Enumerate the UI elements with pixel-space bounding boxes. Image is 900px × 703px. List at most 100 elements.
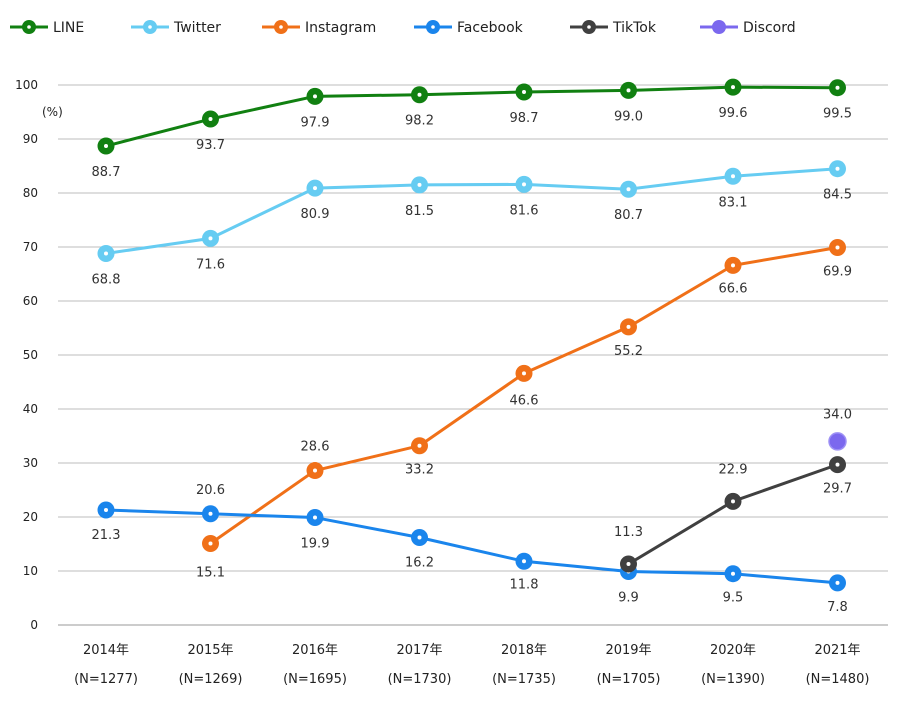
data-point-center-facebook [522, 559, 526, 564]
data-label-line: 93.7 [196, 138, 225, 153]
x-tick-sublabel: (N=1480) [806, 672, 870, 687]
y-tick-label: 100 [15, 78, 38, 92]
data-point-center-twitter [208, 236, 213, 241]
data-point-center-instagram [522, 371, 526, 376]
data-point-center-line [835, 85, 840, 90]
y-axis-unit-label: (%) [42, 105, 63, 119]
data-point-center-tiktok [731, 499, 735, 504]
data-label-instagram: 28.6 [301, 440, 330, 455]
data-label-facebook: 11.8 [510, 577, 539, 592]
data-point-center-facebook [208, 511, 213, 516]
y-tick-label: 40 [23, 402, 38, 416]
data-point-center-tiktok [626, 561, 631, 566]
legend-label-discord: Discord [743, 20, 796, 36]
data-label-twitter: 81.6 [510, 203, 539, 218]
data-point-center-twitter [731, 174, 735, 179]
data-label-instagram: 66.6 [719, 281, 748, 296]
legend-marker-center-line [27, 25, 31, 29]
data-point-center-instagram [417, 443, 422, 448]
data-label-instagram: 69.9 [823, 265, 852, 280]
data-point-center-instagram [626, 324, 631, 329]
data-label-twitter: 83.1 [719, 195, 748, 210]
x-tick-sublabel: (N=1695) [283, 672, 347, 687]
data-point-center-instagram [208, 541, 213, 546]
series-line-twitter [105, 167, 838, 255]
data-label-tiktok: 29.7 [823, 482, 852, 497]
data-label-line: 98.2 [405, 114, 434, 129]
data-label-twitter: 84.5 [823, 188, 852, 203]
legend-marker-center-instagram [279, 25, 283, 29]
series-line-tiktok [627, 463, 838, 566]
x-tick-label: 2017年 [396, 643, 442, 658]
legend-label-facebook: Facebook [457, 20, 524, 36]
legend-marker-center-tiktok [587, 25, 591, 29]
y-tick-label: 60 [23, 294, 38, 308]
data-point-center-facebook [417, 535, 422, 540]
data-point-center-twitter [626, 187, 631, 192]
x-tick-sublabel: (N=1269) [179, 672, 243, 687]
data-point-center-line [626, 88, 631, 93]
data-label-instagram: 55.2 [614, 344, 643, 359]
data-label-twitter: 80.7 [614, 208, 643, 223]
data-point-discord [828, 432, 847, 451]
x-tick-label: 2018年 [501, 643, 547, 658]
legend-label-line: LINE [53, 20, 84, 36]
data-point-center-tiktok [835, 462, 840, 467]
y-tick-label: 30 [23, 456, 38, 470]
data-point-center-twitter [522, 182, 526, 187]
y-tick-label: 90 [23, 132, 38, 146]
data-point-center-twitter [104, 251, 108, 256]
x-tick-sublabel: (N=1390) [701, 672, 765, 687]
data-label-instagram: 15.1 [196, 565, 225, 580]
data-label-instagram: 46.6 [510, 393, 539, 408]
data-label-instagram: 33.2 [405, 463, 434, 478]
data-label-facebook: 9.5 [723, 591, 744, 606]
data-label-line: 97.9 [301, 115, 330, 130]
x-tick-label: 2014年 [83, 643, 129, 658]
data-label-twitter: 80.9 [301, 207, 330, 222]
data-label-line: 99.0 [614, 109, 643, 124]
data-label-facebook: 19.9 [301, 537, 330, 552]
data-label-line: 88.7 [92, 165, 121, 180]
data-label-facebook: 21.3 [92, 528, 121, 543]
data-label-twitter: 81.5 [405, 204, 434, 219]
data-label-facebook: 16.2 [405, 556, 434, 571]
legend-marker-center-facebook [431, 25, 435, 29]
data-point-center-facebook [104, 507, 108, 512]
data-label-twitter: 68.8 [92, 272, 121, 287]
legend-marker-discord [712, 20, 726, 34]
y-tick-label: 10 [23, 564, 38, 578]
x-tick-label: 2016年 [292, 643, 338, 658]
data-label-line: 98.7 [510, 111, 539, 126]
y-tick-label: 80 [23, 186, 38, 200]
data-label-facebook: 7.8 [827, 600, 848, 615]
data-point-center-twitter [835, 166, 840, 171]
data-label-twitter: 71.6 [196, 257, 225, 272]
x-tick-label: 2019年 [605, 643, 651, 658]
y-tick-label: 0 [30, 618, 38, 632]
y-tick-label: 50 [23, 348, 38, 362]
data-point-center-instagram [731, 263, 735, 268]
data-label-line: 99.6 [719, 106, 748, 121]
data-label-line: 99.5 [823, 107, 852, 122]
data-label-facebook: 20.6 [196, 483, 225, 498]
x-tick-label: 2015年 [187, 643, 233, 658]
y-tick-label: 20 [23, 510, 38, 524]
data-point-center-facebook [313, 515, 317, 520]
data-point-center-line [417, 92, 422, 97]
x-tick-label: 2020年 [710, 643, 756, 658]
y-tick-label: 70 [23, 240, 38, 254]
data-point-center-twitter [417, 182, 422, 187]
data-point-center-line [104, 144, 108, 149]
data-label-facebook: 9.9 [618, 591, 639, 606]
series-line-facebook [105, 508, 838, 585]
x-tick-sublabel: (N=1735) [492, 672, 556, 687]
data-point-center-line [313, 94, 317, 99]
data-label-tiktok: 22.9 [719, 462, 748, 477]
data-point-center-line [522, 90, 526, 95]
data-point-center-twitter [313, 186, 317, 191]
legend-label-twitter: Twitter [173, 20, 221, 36]
data-label-tiktok: 11.3 [614, 525, 643, 540]
